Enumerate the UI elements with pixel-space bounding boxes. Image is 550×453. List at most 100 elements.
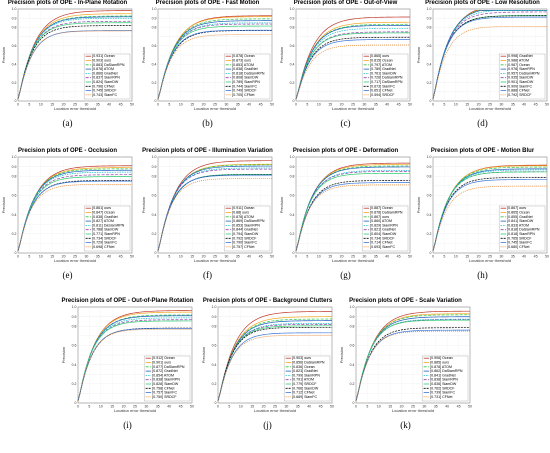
legend-box	[361, 53, 409, 100]
y-axis-label: Precision	[416, 197, 421, 213]
x-axis-label: Location error threshold	[54, 106, 96, 111]
y-tick-label: 0.4	[212, 363, 217, 367]
legend-entry: [0.878] ATOM	[92, 67, 114, 71]
x-tick-label: 5	[28, 103, 30, 107]
legend-entry: [0.791] ATOM	[292, 378, 314, 382]
legend-entry: [0.854] ATOM	[152, 373, 174, 377]
chart-title: Precision plots of OPE - Out-of-View	[293, 0, 398, 6]
y-tick-label: 0.9	[350, 315, 355, 319]
legend-entry: [0.865] ours	[370, 54, 389, 58]
series-line	[432, 166, 548, 252]
series-line	[217, 325, 333, 402]
legend-entry: [0.853] ATOM	[232, 63, 254, 67]
x-tick-label: 50	[130, 255, 134, 259]
legend-entry: [0.957] DaSiamRPN	[507, 71, 540, 75]
series-line	[295, 169, 410, 252]
series-line	[295, 21, 410, 100]
chart-title: Precision plots of OPE - Occlusion	[17, 148, 118, 154]
y-tick-label: 0.9	[290, 16, 295, 20]
panel-tag: (h)	[477, 270, 488, 280]
chart-title: Precision plots of OPE - Illumination Va…	[142, 148, 273, 154]
legend-entry: [0.745] SRDCF	[92, 89, 117, 93]
legend-entry: [0.878] Ocean	[232, 54, 255, 58]
x-tick-label: 50	[545, 103, 549, 107]
y-tick-label: 0.8	[152, 26, 157, 30]
chart-panel: Precision plots of OPE - Occlusion 0 0.2 0.…	[0, 148, 135, 287]
y-tick-label: 0.2	[152, 232, 157, 236]
y-tick-label: 0.6	[427, 44, 432, 48]
legend-entry: [0.988] ATOM	[507, 59, 529, 63]
chart-title: Precision plots of OPE - Out-of-Plane Ro…	[61, 298, 194, 304]
legend-entry: [0.680] CFNet	[507, 245, 529, 249]
y-tick-label: 0.9	[427, 165, 432, 169]
x-tick-label: 50	[270, 103, 274, 107]
y-tick-label: 0.2	[427, 81, 432, 85]
chart-title: Precision plots of OPE - Motion Blur	[430, 148, 535, 154]
legend-entry: [0.883] DaSiamRPN	[92, 63, 125, 67]
legend-entry: [0.594] SRDCF	[370, 93, 395, 97]
y-tick-label: 0.6	[350, 344, 355, 348]
x-tick-label: 30	[144, 405, 148, 409]
x-tick-label: 5	[28, 255, 30, 259]
series-line	[17, 183, 132, 252]
legend-entry: [0.714] CFNet	[370, 241, 392, 245]
legend-entry: [0.766] SiamDW	[292, 386, 319, 390]
x-tick-label: 40	[107, 103, 111, 107]
y-tick-label: 1.0	[350, 305, 355, 309]
chart-svg: 0 0.2 0.4 0.6 0.8 0.9 1.0 0 5 10 15 20 25 30 35 40 45 50 L…	[201, 305, 334, 413]
chart-panel: Precision plots of OPE - Out-of-View 0 0.2…	[278, 0, 413, 135]
y-tick-label: 1.0	[212, 305, 217, 309]
x-tick-label: 35	[236, 103, 240, 107]
chart-title: Precision plots of OPE - Fast Motion	[155, 0, 260, 6]
x-tick-label: 45	[319, 405, 323, 409]
x-tick-label: 25	[273, 405, 277, 409]
legend-entry: [0.726] DaSiamRPN	[370, 76, 403, 80]
legend-box	[83, 205, 131, 252]
y-tick-label: 0.6	[427, 194, 432, 198]
x-tick-label: 30	[422, 405, 426, 409]
x-tick-label: 15	[465, 255, 469, 259]
x-tick-label: 45	[259, 255, 263, 259]
y-tick-label: 1.0	[12, 7, 17, 11]
y-tick-label: 0.8	[12, 26, 17, 30]
series-line	[77, 328, 192, 402]
x-tick-label: 50	[190, 405, 194, 409]
x-tick-label: 25	[488, 255, 492, 259]
x-tick-label: 30	[499, 255, 503, 259]
legend-entry: [0.750] SRDCF	[152, 395, 177, 399]
x-tick-label: 40	[385, 103, 389, 107]
series-line	[157, 23, 272, 100]
legend-entry: [0.689] SiamFC	[292, 395, 317, 399]
legend-entry: [0.866] GradNet	[92, 71, 118, 75]
x-tick-label: 30	[362, 255, 366, 259]
y-tick-label: 1.0	[152, 7, 157, 11]
legend-entry: [0.771] SiamRPN	[92, 232, 120, 236]
x-tick-label: 5	[306, 255, 308, 259]
chart-svg: 0 0.2 0.4 0.6 0.8 0.9 1.0 0 5 10 15 20 25 30 35 40 45 50 L…	[416, 155, 549, 263]
legend-entry: [0.865] Ocean	[507, 211, 530, 215]
x-tick-label: 30	[362, 103, 366, 107]
legend-entry: [0.744] SiamFC	[232, 84, 257, 88]
x-tick-label: 45	[119, 255, 123, 259]
x-tick-label: 20	[62, 103, 66, 107]
x-tick-label: 5	[443, 103, 445, 107]
y-tick-label: 0.6	[152, 194, 157, 198]
legend-box	[498, 53, 546, 100]
x-tick-label: 10	[454, 255, 458, 259]
x-tick-label: 15	[328, 103, 332, 107]
x-tick-label: 10	[39, 103, 43, 107]
legend-entry: [0.903] ours	[292, 356, 311, 360]
x-tick-label: 30	[284, 405, 288, 409]
y-tick-label: 1.0	[72, 305, 77, 309]
legend-entry: [0.885] ours	[430, 361, 449, 365]
series-line	[432, 15, 547, 100]
x-tick-label: 5	[306, 103, 308, 107]
series-line	[295, 32, 410, 100]
legend-entry: [0.978] SiamRPN	[507, 67, 535, 71]
x-axis-label: Location error threshold	[469, 106, 511, 111]
legend-entry: [0.818] DaSiamRPN	[232, 71, 265, 75]
x-tick-label: 35	[96, 255, 100, 259]
series-line	[17, 174, 132, 252]
y-tick-label: 0	[155, 99, 157, 103]
y-tick-label: 0.9	[152, 165, 157, 169]
